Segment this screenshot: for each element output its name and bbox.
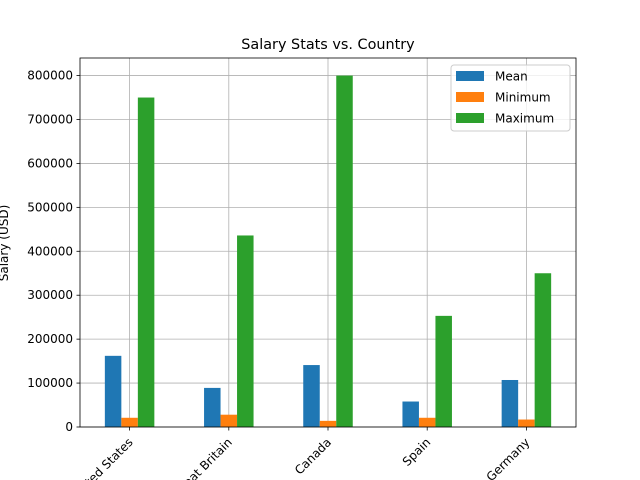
bar-maximum-2 bbox=[237, 235, 254, 427]
bar-mean-5 bbox=[501, 379, 519, 427]
bar-mean-4 bbox=[402, 401, 419, 427]
legend-swatch bbox=[456, 113, 484, 123]
plot-frame bbox=[79, 57, 577, 428]
legend-swatch bbox=[456, 92, 484, 102]
bar-maximum-4 bbox=[435, 315, 452, 427]
bar-maximum-5 bbox=[534, 273, 552, 427]
y-tick-label: 800000 bbox=[27, 69, 73, 83]
y-tick-label: 200000 bbox=[27, 332, 73, 346]
legend-label: Minimum bbox=[495, 91, 551, 105]
bar-minimum-4 bbox=[418, 417, 436, 427]
y-tick-label: 0 bbox=[65, 420, 73, 434]
bar-minimum-3 bbox=[319, 420, 337, 427]
bar-mean-1 bbox=[104, 355, 122, 427]
bar-minimum-1 bbox=[121, 417, 138, 427]
bar-mean-2 bbox=[204, 387, 221, 427]
y-tick-label: 600000 bbox=[27, 156, 73, 170]
chart-title: Salary Stats vs. Country bbox=[241, 37, 415, 53]
y-tick-label: 700000 bbox=[27, 113, 73, 127]
bar-minimum-2 bbox=[220, 414, 238, 427]
y-tick-label: 500000 bbox=[27, 200, 73, 214]
x-tick-label: United States bbox=[68, 435, 135, 480]
y-axis-label: Salary (USD) bbox=[0, 205, 11, 282]
x-tick-label: Canada bbox=[292, 435, 334, 477]
legend-label: Mean bbox=[495, 70, 528, 84]
legend: Mean Minimum Maximum bbox=[450, 64, 571, 132]
x-tick-label: Spain bbox=[400, 435, 434, 469]
legend-swatch bbox=[456, 71, 484, 81]
y-tick-label: 300000 bbox=[27, 288, 73, 302]
bar-mean-3 bbox=[303, 365, 320, 427]
bars bbox=[104, 75, 552, 428]
x-tick-label: Great Britain bbox=[171, 435, 235, 480]
y-tick-label: 400000 bbox=[27, 244, 73, 258]
legend-label: Maximum bbox=[495, 112, 554, 126]
bar-maximum-1 bbox=[137, 97, 155, 428]
x-tick-label: Germany bbox=[484, 435, 533, 480]
y-tick-label: 100000 bbox=[27, 376, 73, 390]
grid-lines bbox=[80, 58, 576, 428]
bar-maximum-3 bbox=[336, 75, 353, 428]
bar-minimum-5 bbox=[518, 419, 535, 427]
